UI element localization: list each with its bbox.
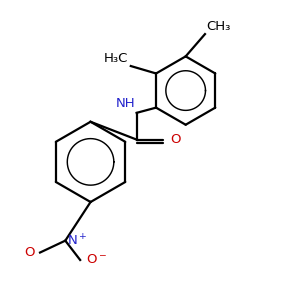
Text: H₃C: H₃C [104,52,128,64]
Text: O$^-$: O$^-$ [85,254,106,266]
Text: NH: NH [116,98,135,110]
Text: CH₃: CH₃ [206,20,231,33]
Text: O: O [170,133,180,146]
Text: N$^+$: N$^+$ [67,233,87,248]
Text: O: O [24,246,35,259]
